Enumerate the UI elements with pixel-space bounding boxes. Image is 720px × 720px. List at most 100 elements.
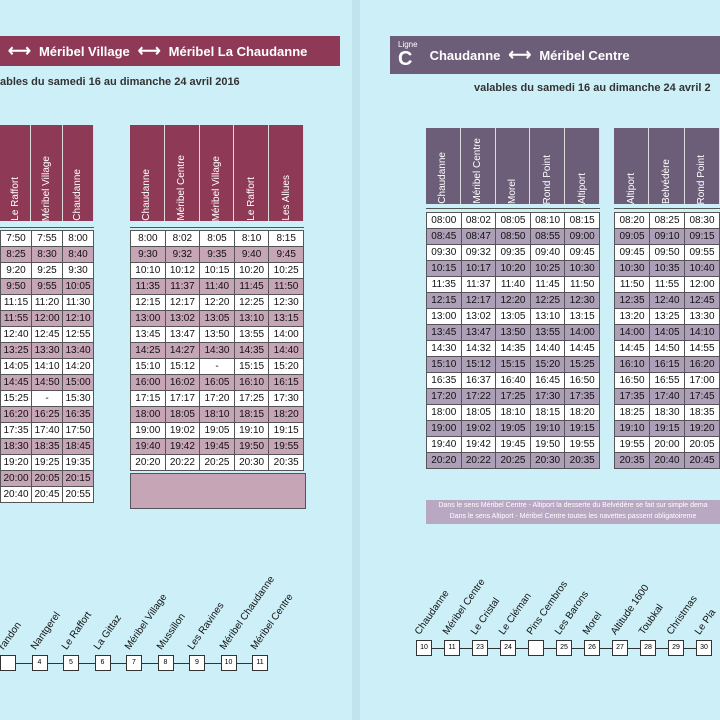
time-cell: 14:00 (268, 326, 304, 343)
time-cell: 9:55 (31, 278, 63, 295)
table-row: 9:20 9:25 9:30 (0, 262, 94, 279)
time-cell: 08:47 (460, 228, 497, 245)
time-cell: 08:30 (684, 212, 720, 229)
time-cell: 8:00 (130, 230, 166, 247)
time-cell: 15:10 (426, 356, 462, 373)
time-cell: 19:55 (614, 436, 650, 453)
time-cell: 17:30 (529, 388, 566, 405)
left-table1-header: Le Raffort Méribel Village Chaudanne (0, 125, 94, 221)
table-row: 09:45 09:50 09:55 (614, 244, 720, 261)
table-row: 09:30 09:32 09:35 09:40 09:45 (426, 244, 600, 261)
left-route-banner: ⟷ Méribel Village ⟷ Méribel La Chaudanne (0, 36, 340, 66)
column-header: Morel (495, 128, 531, 204)
time-cell: 14:40 (529, 340, 566, 357)
time-cell: 19:55 (268, 438, 304, 455)
time-cell: 10:17 (460, 260, 497, 277)
time-cell: 14:25 (130, 342, 166, 359)
time-cell: 14:00 (564, 324, 600, 341)
column-header-label: Altiport (625, 172, 637, 204)
time-cell: 08:20 (614, 212, 650, 229)
time-cell: 12:35 (614, 292, 650, 309)
time-cell: 14:20 (62, 358, 94, 375)
time-cell: 12:20 (199, 294, 235, 311)
column-header: Méribel Village (199, 125, 235, 221)
stop-number (0, 655, 16, 671)
time-cell: 13:00 (130, 310, 166, 327)
time-cell: 20:00 (649, 436, 685, 453)
time-cell: 14:30 (199, 342, 235, 359)
table-filler (130, 473, 306, 509)
time-cell: 12:17 (164, 294, 201, 311)
time-cell: 13:30 (684, 308, 720, 325)
time-cell: 12:30 (268, 294, 304, 311)
time-cell: 17:25 (495, 388, 531, 405)
table-row: 8:25 8:30 8:40 (0, 246, 94, 263)
left-table2: 8:00 8:02 8:05 8:10 8:15 9:30 9:32 9:35 9:40 9:45… (130, 230, 304, 471)
time-cell: 10:15 (426, 260, 462, 277)
time-cell: 20:20 (130, 454, 166, 471)
table-row: 13:00 13:02 13:05 13:10 13:15 (426, 308, 600, 325)
time-cell: 13:55 (529, 324, 566, 341)
ligne-badge: Ligne C (398, 40, 418, 70)
time-cell: 09:45 (614, 244, 650, 261)
ligne-label: Ligne (398, 40, 418, 49)
table-row: 14:30 14:32 14:35 14:40 14:45 (426, 340, 600, 357)
stop-number: 4 (31, 655, 48, 671)
table-row: 16:10 16:15 16:20 (614, 356, 720, 373)
table-row: 14:05 14:10 14:20 (0, 358, 94, 375)
time-cell: 16:15 (649, 356, 685, 373)
time-cell: 18:10 (199, 406, 235, 423)
time-cell: 16:10 (614, 356, 650, 373)
direction-line (614, 208, 720, 209)
time-cell: 14:50 (31, 374, 63, 391)
time-cell: 12:40 (649, 292, 685, 309)
left-table1: 7:50 7:55 8:00 8:25 8:30 8:40 9:20 9:25 9:30 9:50… (0, 230, 94, 503)
time-cell: 8:15 (268, 230, 304, 247)
time-cell: 20:45 (31, 486, 63, 503)
time-cell: 12:45 (684, 292, 720, 309)
time-cell: 8:10 (233, 230, 270, 247)
time-cell: 18:05 (164, 406, 201, 423)
column-header-label: Méribel Centre (176, 155, 188, 221)
column-header: Altiport (614, 128, 650, 204)
table-row: 19:10 19:15 19:20 (614, 420, 720, 437)
time-cell: 13:40 (62, 342, 94, 359)
table-row: 14:45 14:50 14:55 (614, 340, 720, 357)
column-header: Altiport (565, 128, 600, 204)
column-header-label: Le Raffort (9, 177, 21, 221)
time-cell: 19:40 (130, 438, 166, 455)
column-header: Méribel Centre (460, 128, 496, 204)
time-cell: 10:40 (684, 260, 720, 277)
table-row: 7:50 7:55 8:00 (0, 230, 94, 247)
table-row: 18:00 18:05 18:10 18:15 18:20 (426, 404, 600, 421)
double-arrow-icon: ⟷ (8, 43, 31, 60)
banner-to: Méribel La Chaudanne (168, 43, 308, 59)
stop-number: 8 (157, 655, 174, 671)
table-row: 17:35 17:40 17:45 (614, 388, 720, 405)
column-header-label: Morel (506, 178, 518, 204)
time-cell: 14:30 (426, 340, 462, 357)
table-row: 19:55 20:00 20:05 (614, 436, 720, 453)
stop-number: 11 (444, 640, 460, 656)
column-header: Chaudanne (130, 125, 165, 221)
time-cell: 9:32 (164, 246, 201, 263)
banner-to: Méribel Centre (539, 47, 630, 63)
time-cell: 08:15 (564, 212, 600, 229)
time-cell: 16:35 (426, 372, 462, 389)
time-cell: 17:35 (614, 388, 650, 405)
time-cell: 11:50 (614, 276, 650, 293)
time-cell: 13:10 (233, 310, 270, 327)
time-cell: 13:50 (199, 326, 235, 343)
stop-number: 10 (416, 640, 432, 656)
time-cell: 19:15 (564, 420, 600, 437)
right-route-banner: Ligne C Chaudanne ⟷ Méribel Centre (390, 36, 720, 74)
time-cell: 13:20 (614, 308, 650, 325)
time-cell: 20:40 (0, 486, 32, 503)
note-line: Dans le sens Altiport - Méribel Centre t… (449, 513, 697, 520)
page-fold (352, 0, 360, 720)
time-cell: 17:00 (684, 372, 720, 389)
table-row: 17:20 17:22 17:25 17:30 17:35 (426, 388, 600, 405)
time-cell: 19:05 (495, 420, 531, 437)
note-line: Dans le sens Méribel Centre - Altiport l… (438, 502, 708, 509)
table-row: 12:15 12:17 12:20 12:25 12:30 (426, 292, 600, 309)
